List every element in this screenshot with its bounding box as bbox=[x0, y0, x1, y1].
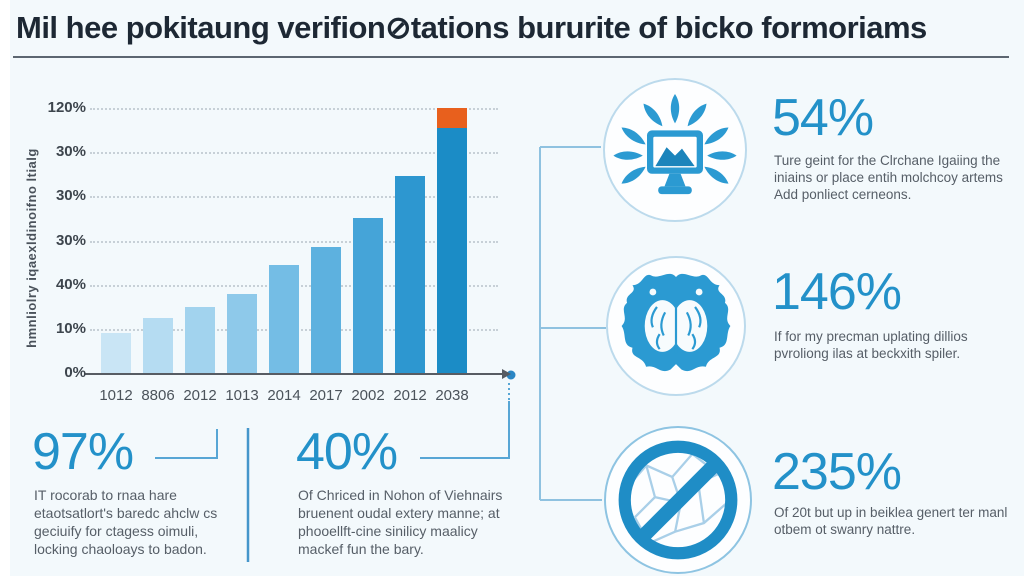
y-tick-label: 10% bbox=[55, 319, 86, 337]
bar bbox=[101, 333, 131, 373]
stat-value-2: 146% bbox=[772, 263, 902, 321]
stat-desc-1: Ture geint for the Clrchane Igaiing the … bbox=[774, 153, 1003, 202]
stat-icon-circle-1 bbox=[603, 78, 747, 222]
x-tick-label: 1013 bbox=[225, 387, 259, 404]
stat-value-3: 235% bbox=[772, 443, 902, 501]
bar bbox=[311, 247, 341, 373]
bar bbox=[227, 293, 257, 373]
no-network-icon bbox=[618, 440, 738, 560]
bar bbox=[185, 306, 215, 373]
bar bbox=[269, 264, 299, 373]
x-axis-arrow-icon bbox=[502, 369, 511, 379]
x-tick-label: 2014 bbox=[267, 387, 301, 404]
stat-value-1: 54% bbox=[772, 89, 874, 147]
bar-top-segment bbox=[437, 108, 467, 128]
bar bbox=[353, 218, 383, 373]
page-title: Mil hee pokitaung verifion⊘tations burur… bbox=[16, 10, 927, 45]
x-tick-label: 2038 bbox=[435, 387, 469, 404]
stat-value-40: 40% bbox=[296, 423, 398, 481]
y-tick-label: 40% bbox=[55, 275, 86, 293]
stat-icon-circle-3 bbox=[604, 426, 752, 574]
monitor-mountain-icon bbox=[613, 94, 737, 195]
y-tick-label: 120% bbox=[47, 99, 86, 116]
x-axis-line bbox=[84, 373, 504, 375]
stat-desc-40: Of Chriced in Nohon of Viehnairs bruenen… bbox=[298, 487, 503, 557]
x-tick-label: 1012 bbox=[99, 387, 133, 404]
x-tick-label: 2002 bbox=[351, 387, 385, 404]
brain-emblem-icon bbox=[621, 273, 731, 372]
bar bbox=[143, 317, 173, 373]
y-tick-label: 30% bbox=[55, 143, 86, 161]
gridline bbox=[90, 108, 498, 110]
stat-icon-circle-2 bbox=[606, 256, 746, 396]
gridline bbox=[90, 196, 498, 199]
x-tick-label: 2012 bbox=[183, 387, 217, 404]
x-tick-label: 2017 bbox=[309, 387, 343, 404]
stat-desc-97: IT rocorab to rnaa hare etaotsatlort's b… bbox=[34, 487, 218, 557]
x-tick-label: 8806 bbox=[141, 387, 175, 404]
y-tick-label-zero: 0% bbox=[64, 364, 86, 381]
bar bbox=[395, 176, 425, 373]
y-tick-label: 30% bbox=[55, 231, 86, 249]
bar bbox=[437, 127, 467, 373]
stat-value-97: 97% bbox=[32, 423, 134, 481]
y-tick-label: 30% bbox=[55, 187, 86, 205]
gridline bbox=[90, 240, 498, 243]
x-tick-label: 2012 bbox=[393, 387, 427, 404]
stat-desc-2: If for my precman uplating dillios pvrol… bbox=[774, 329, 968, 361]
title-underline bbox=[13, 56, 1009, 58]
stat-desc-3: Of 20t but up in beiklea genert ter manl… bbox=[774, 505, 1008, 537]
gridline bbox=[90, 152, 498, 155]
